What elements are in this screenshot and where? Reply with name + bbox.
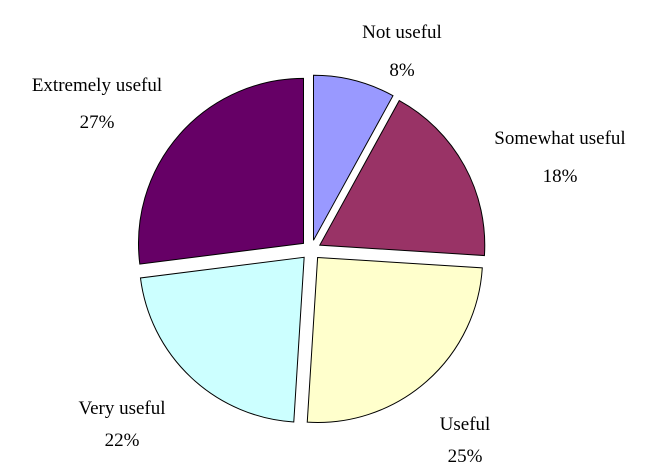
pie-slice-useful (306, 256, 483, 424)
slice-value-label-extremely-useful: 27% (80, 112, 115, 133)
pie-labels: Not useful 8% Somewhat useful 18% Useful… (32, 22, 626, 463)
pie-slices (137, 74, 486, 424)
slice-value-label-very-useful: 22% (105, 430, 140, 451)
slice-name-label-useful: Useful (440, 414, 491, 435)
pie-slice-not-useful (312, 74, 394, 241)
slice-name-label-not-useful: Not useful (362, 22, 442, 43)
slice-value-label-not-useful: 8% (389, 60, 415, 81)
slice-name-label-very-useful: Very useful (78, 398, 165, 419)
slice-value-label-useful: 25% (448, 446, 483, 463)
pie-slice-somewhat-useful (318, 99, 486, 257)
pie-slice-very-useful (139, 256, 305, 423)
pie-slice-extremely-useful (137, 77, 304, 265)
slice-value-label-somewhat-useful: 18% (543, 166, 578, 187)
slice-name-label-somewhat-useful: Somewhat useful (494, 128, 625, 149)
slice-name-label-extremely-useful: Extremely useful (32, 75, 162, 96)
